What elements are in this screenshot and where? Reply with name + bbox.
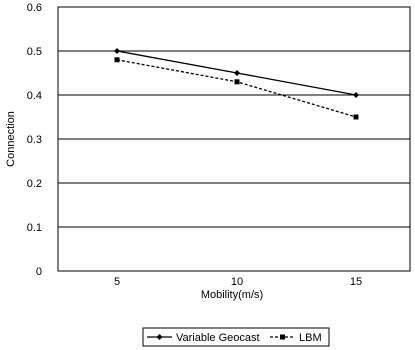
data-point-square — [114, 57, 120, 63]
legend-label-lbm: LBM — [299, 332, 322, 344]
legend-marker-square-icon — [280, 334, 285, 340]
y-tick-label: 0.1 — [27, 222, 42, 234]
x-tick-label: 10 — [231, 276, 243, 288]
x-tick-label: 15 — [350, 276, 362, 288]
y-tick-label: 0.4 — [27, 90, 42, 102]
legend-marker-diamond-icon — [156, 334, 163, 340]
grid-lines — [58, 50, 410, 228]
y-axis-label: Connection — [5, 111, 17, 167]
series-group — [114, 48, 359, 120]
legend: Variable Geocast LBM — [142, 327, 330, 347]
data-point-diamond — [353, 92, 359, 98]
data-point-diamond — [234, 70, 240, 76]
data-point-square — [234, 79, 240, 85]
y-tick-label: 0.5 — [27, 46, 42, 58]
x-tick-labels: 5 10 15 — [114, 276, 362, 288]
data-point-square — [353, 114, 359, 120]
legend-box — [142, 327, 330, 347]
y-tick-label: 0.6 — [27, 2, 42, 14]
x-axis-label: Mobility(m/s) — [201, 289, 263, 301]
y-tick-label: 0.3 — [27, 134, 42, 146]
y-tick-labels: 0 0.1 0.2 0.3 0.4 0.5 0.6 — [27, 2, 42, 278]
data-point-diamond — [114, 48, 120, 54]
legend-label-variable-geocast: Variable Geocast — [176, 332, 260, 344]
y-tick-label: 0.2 — [27, 178, 42, 190]
x-tick-label: 5 — [114, 276, 120, 288]
plot-frame — [57, 6, 411, 272]
y-tick-label: 0 — [36, 266, 42, 278]
